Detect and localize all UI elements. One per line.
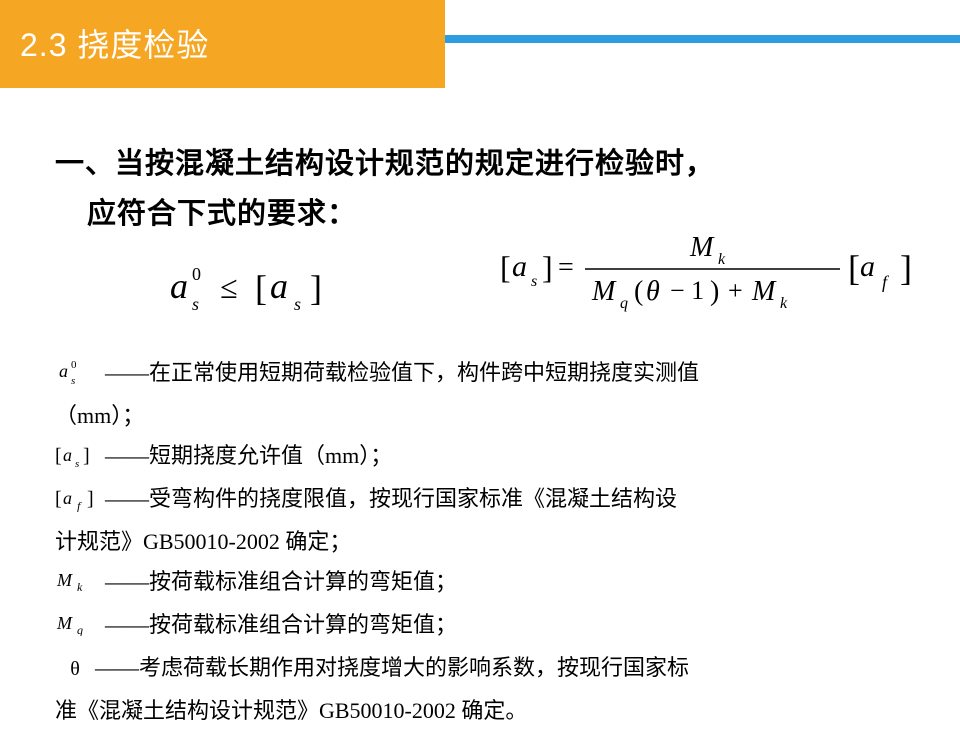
- f2-lbr2: [: [848, 248, 860, 288]
- f1-sub2: s: [294, 294, 301, 314]
- f2-subs: s: [531, 273, 537, 290]
- svg-text:s: s: [71, 375, 75, 386]
- section-title: 2.3 挠度检验: [20, 27, 209, 63]
- f1-sub: s: [192, 294, 199, 314]
- def-sym-Mq: M q: [55, 605, 105, 646]
- svg-text:M: M: [56, 570, 73, 590]
- f2-den-plus: +: [728, 276, 743, 305]
- f2-den-M2: M: [751, 276, 777, 307]
- f2-rbr2: ]: [900, 248, 912, 288]
- f2-den-lp: (: [634, 276, 643, 307]
- def-text-6: ——考虑荷载长期作用对挠度增大的影响系数，按现行国家标: [95, 648, 930, 689]
- def-sym-theta: θ: [55, 651, 95, 688]
- f2-a: a: [512, 250, 527, 283]
- svg-text:a: a: [59, 361, 68, 381]
- svg-text:a: a: [63, 445, 72, 465]
- svg-text:q: q: [77, 623, 83, 636]
- f2-num-k: k: [718, 251, 726, 268]
- f2-a2: a: [860, 250, 875, 283]
- f2-num-M: M: [689, 232, 715, 263]
- def-row-1: a 0 s ——在正常使用短期荷载检验值下，构件跨中短期挠度实测值: [55, 353, 930, 394]
- svg-text:[: [: [55, 445, 62, 467]
- intro-line-1: 一、当按混凝土结构设计规范的规定进行检验时，: [55, 140, 930, 182]
- svg-text:]: ]: [83, 445, 90, 467]
- f2-subf: f: [882, 272, 890, 292]
- def-row-3: [ a f ] ——受弯构件的挠度限值，按现行国家标准《混凝土结构设: [55, 479, 930, 520]
- f2-lbr: [: [500, 249, 511, 285]
- svg-text:s: s: [75, 458, 79, 469]
- f2-den-minus1: − 1: [670, 276, 704, 305]
- svg-text:f: f: [77, 499, 82, 512]
- svg-text:k: k: [77, 580, 83, 593]
- def-text-3: ——受弯构件的挠度限值，按现行国家标准《混凝土结构设: [105, 479, 930, 520]
- def-sym-af: [ a f ]: [55, 479, 105, 520]
- definitions: a 0 s ——在正常使用短期荷载检验值下，构件跨中短期挠度实测值 （mm）； …: [55, 353, 930, 731]
- f2-den-q: q: [620, 295, 628, 312]
- content-area: 一、当按混凝土结构设计规范的规定进行检验时， 应符合下式的要求： a 0 s ≤…: [55, 140, 930, 731]
- section-title-box: 2.3 挠度检验: [0, 0, 445, 88]
- svg-text:]: ]: [87, 488, 94, 510]
- def-text-6b: 准《混凝土结构设计规范》GB50010-2002 确定。: [55, 691, 930, 731]
- svg-text:M: M: [56, 613, 73, 633]
- def-text-2: ——短期挠度允许值（mm）；: [105, 436, 930, 477]
- f1-a: a: [170, 266, 188, 306]
- def-row-5: M q ——按荷载标准组合计算的弯矩值；: [55, 605, 930, 646]
- def-sym-Mk: M k: [55, 562, 105, 603]
- def-row-2: [ a s ] ——短期挠度允许值（mm）；: [55, 436, 930, 477]
- def-text-1b: （mm）；: [55, 396, 930, 437]
- f1-lbr: [: [255, 268, 267, 308]
- formula-1: a 0 s ≤ [ a s ]: [160, 258, 360, 323]
- svg-text:a: a: [63, 488, 72, 508]
- f1-rbr: ]: [310, 268, 322, 308]
- def-text-3b: 计规范》GB50010-2002 确定；: [55, 522, 930, 563]
- formula-2: [ a s ] = M k M q ( θ − 1 ) + M k: [500, 224, 920, 319]
- f1-sup: 0: [192, 264, 201, 284]
- def-sym-as0: a 0 s: [55, 353, 105, 394]
- f2-den-M1: M: [591, 276, 617, 307]
- def-text-4: ——按荷载标准组合计算的弯矩值；: [105, 562, 930, 603]
- def-row-4: M k ——按荷载标准组合计算的弯矩值；: [55, 562, 930, 603]
- f1-a2: a: [270, 266, 288, 306]
- def-text-1: ——在正常使用短期荷载检验值下，构件跨中短期挠度实测值: [105, 353, 930, 394]
- svg-text:0: 0: [71, 359, 77, 371]
- def-sym-as: [ a s ]: [55, 436, 105, 477]
- def-row-6: θ ——考虑荷载长期作用对挠度增大的影响系数，按现行国家标: [55, 648, 930, 689]
- f2-rbr: ]: [542, 249, 553, 285]
- f2-den-theta: θ: [646, 276, 660, 307]
- def-text-5: ——按荷载标准组合计算的弯矩值；: [105, 605, 930, 646]
- f2-den-rp: ): [710, 276, 719, 307]
- f2-eq: =: [558, 252, 574, 283]
- f2-den-k: k: [780, 295, 788, 312]
- svg-text:[: [: [55, 488, 62, 510]
- f1-le: ≤: [220, 269, 238, 305]
